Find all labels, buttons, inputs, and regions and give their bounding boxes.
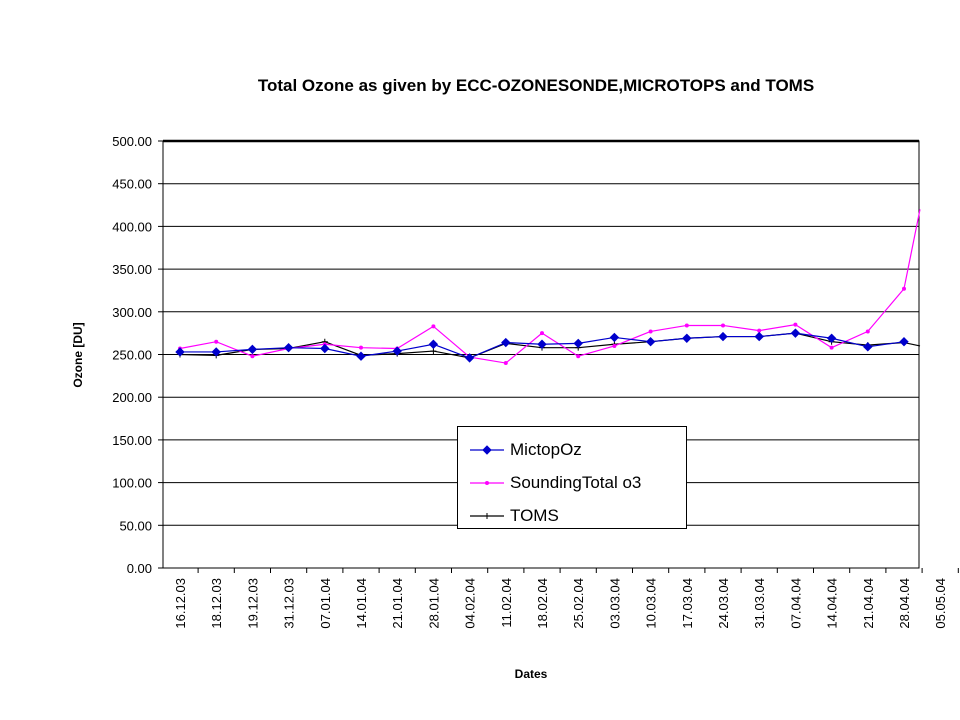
x-tick-label: 14.04.04 — [825, 578, 840, 629]
data-point — [540, 331, 544, 336]
data-point — [718, 331, 728, 342]
data-point — [537, 339, 547, 349]
series-lines — [175, 209, 921, 366]
series-soundingtotal-o3 — [178, 209, 921, 366]
data-point — [175, 347, 185, 357]
data-point — [754, 331, 764, 342]
x-tick-label: 05.05.04 — [933, 578, 948, 629]
legend-item: MictopOz — [458, 435, 686, 465]
data-point — [247, 344, 258, 355]
series-line — [179, 332, 921, 359]
legend-swatch — [470, 513, 504, 519]
data-point — [793, 322, 798, 327]
x-tick-label: 16.12.03 — [173, 578, 188, 629]
data-point — [428, 339, 439, 349]
x-tick-label: 14.01.04 — [354, 578, 369, 629]
y-tick-label: 400.00 — [112, 219, 152, 234]
y-tick-label: 150.00 — [112, 433, 152, 448]
data-point — [503, 361, 508, 366]
data-point — [392, 346, 402, 356]
data-point — [790, 328, 801, 338]
data-point — [211, 347, 221, 357]
data-point — [464, 353, 475, 363]
data-point — [612, 343, 617, 348]
legend-item: SoundingTotal o3 — [458, 468, 686, 498]
data-point — [899, 336, 909, 347]
data-point — [863, 342, 873, 352]
y-tick-label: 50.00 — [119, 518, 152, 533]
y-tick-label: 100.00 — [112, 476, 152, 491]
x-tick-label: 19.12.03 — [245, 578, 260, 629]
legend-item: TOMS — [458, 501, 686, 531]
y-tick-label: 200.00 — [112, 390, 152, 405]
legend-label: TOMS — [510, 506, 559, 525]
y-axis-ticks: 0.00 50.00 100.00 150.00 200.00 250.00 300.00 3… — [112, 134, 163, 576]
x-tick-label: 10.03.04 — [644, 578, 659, 629]
y-tick-label: 0.00 — [127, 561, 152, 576]
y-tick-label: 350.00 — [112, 262, 152, 277]
data-point — [757, 328, 762, 333]
data-point — [250, 354, 255, 359]
x-tick-label: 25.02.04 — [571, 578, 586, 629]
data-point — [214, 339, 219, 344]
x-tick-label: 03.03.04 — [607, 578, 622, 629]
x-tick-label: 18.02.04 — [535, 578, 550, 629]
data-point — [283, 342, 294, 353]
data-point — [682, 333, 692, 343]
x-tick-label: 07.01.04 — [318, 578, 333, 629]
x-tick-label: 28.04.04 — [897, 578, 912, 629]
x-tick-label: 04.02.04 — [463, 578, 478, 629]
data-point — [902, 286, 906, 291]
data-point — [684, 323, 689, 328]
data-point — [865, 329, 870, 334]
data-point — [721, 323, 725, 328]
data-point — [829, 345, 834, 350]
x-tick-label: 31.12.03 — [282, 578, 297, 629]
y-tick-label: 300.00 — [112, 305, 152, 320]
x-axis-title: Dates — [515, 667, 548, 681]
data-point — [430, 348, 437, 355]
chart-title: Total Ozone as given by ECC-OZONESONDE,M… — [257, 76, 815, 95]
legend-label: SoundingTotal o3 — [510, 473, 642, 492]
data-point — [576, 354, 581, 359]
series-mictopoz — [175, 328, 909, 363]
series-line — [179, 209, 921, 364]
data-point — [356, 351, 366, 361]
x-axis-ticks: 16.12.03 18.12.03 19.12.03 31.12.03 07.01.04… — [173, 568, 959, 629]
y-tick-label: 450.00 — [112, 177, 152, 192]
y-tick-label: 250.00 — [112, 348, 152, 363]
data-point — [645, 336, 656, 347]
y-tick-label: 500.00 — [112, 134, 152, 149]
data-point — [484, 513, 490, 519]
data-point — [482, 445, 492, 455]
legend-swatch — [470, 481, 504, 485]
x-tick-label: 18.12.03 — [209, 578, 224, 629]
x-tick-label: 21.04.04 — [861, 578, 876, 629]
data-point — [359, 345, 363, 350]
legend: MictopOz SoundingTotal o3 TOMS — [457, 426, 687, 529]
x-tick-label: 21.01.04 — [390, 578, 405, 629]
legend-label: MictopOz — [510, 440, 582, 459]
legend-swatch — [470, 445, 504, 455]
x-tick-label: 07.04.04 — [788, 578, 803, 629]
y-axis-title: Ozone [DU] — [71, 322, 85, 387]
data-point — [573, 338, 583, 349]
data-point — [826, 333, 837, 343]
data-point — [431, 324, 436, 329]
data-point — [501, 337, 511, 348]
x-tick-label: 11.02.04 — [499, 578, 514, 628]
x-tick-label: 31.03.04 — [752, 578, 767, 629]
x-tick-label: 24.03.04 — [716, 578, 731, 629]
data-point — [648, 329, 653, 334]
data-point — [609, 332, 620, 343]
x-tick-label: 28.01.04 — [426, 578, 441, 629]
data-point — [485, 481, 489, 485]
x-tick-label: 17.03.04 — [680, 578, 695, 629]
data-point — [320, 343, 330, 354]
